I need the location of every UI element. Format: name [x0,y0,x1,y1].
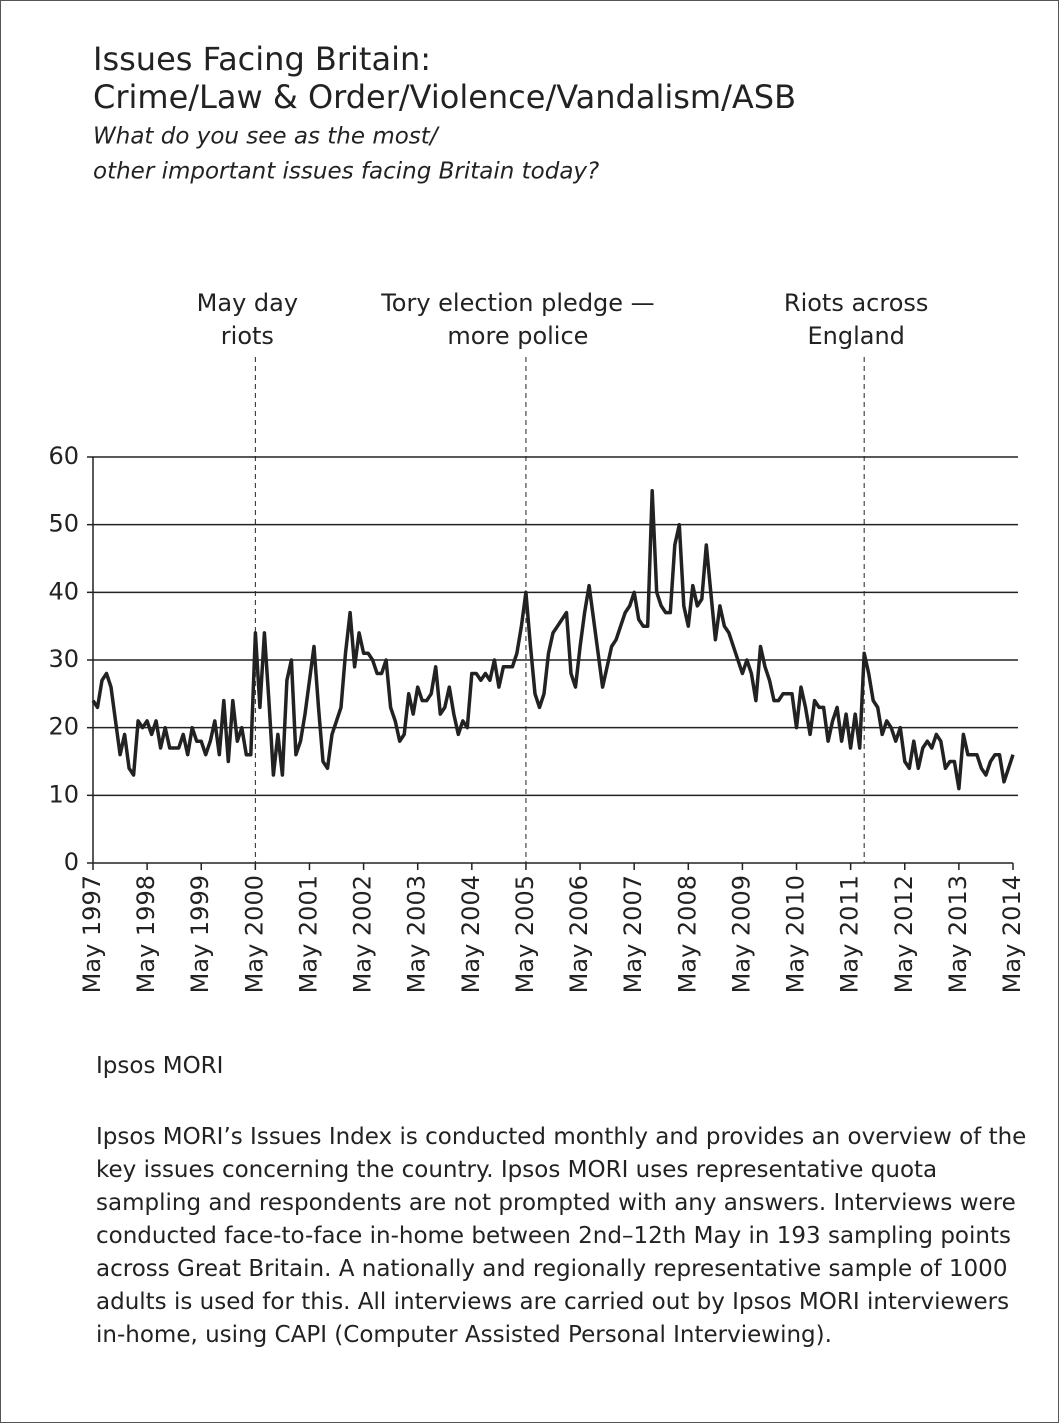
x-tick-label: May 2004 [457,875,485,993]
x-tick-label: May 2011 [836,875,864,993]
x-tick-label: May 2001 [294,875,322,993]
y-tick-label: 50 [48,510,79,538]
x-tick-label: May 2002 [349,875,377,993]
x-tick-label: May 2005 [511,875,539,993]
chart-title: Crime/Law & Order/Violence/Vandalism/ASB [93,78,796,116]
data-line [91,489,1015,791]
annotation-text: May day [197,289,298,317]
y-tick-label: 10 [48,780,79,808]
chart-subtitle: What do you see as the most/ [93,124,440,150]
annotation-text: more police [447,322,588,350]
annotation-text: Tory election pledge — [380,289,655,317]
annotation-text: riots [221,322,274,350]
x-tick-label: May 2014 [998,875,1026,993]
chart-title: Issues Facing Britain: [93,40,431,78]
y-tick-label: 0 [64,848,79,876]
annotation-text: England [807,322,904,350]
x-tick-label: May 1998 [132,875,160,993]
x-tick-label: May 2009 [727,875,755,993]
y-tick-label: 60 [48,442,79,470]
x-tick-label: May 2006 [565,875,593,993]
annotation-text: Riots across [784,289,929,317]
x-tick-label: May 2012 [890,875,918,993]
x-tick-label: May 2003 [403,875,431,993]
x-tick-label: May 1997 [78,875,106,993]
x-tick-label: May 1999 [186,875,214,993]
x-tick-label: May 2008 [673,875,701,993]
x-tick-label: May 2000 [240,875,268,993]
x-tick-label: May 2007 [619,875,647,993]
y-tick-label: 40 [48,577,79,605]
y-tick-label: 30 [48,645,79,673]
x-tick-label: May 2013 [944,875,972,993]
note: Ipsos MORI’s Issues Index is conducted m… [96,1124,1027,1348]
chart-subtitle: other important issues facing Britain to… [93,159,599,185]
source: Ipsos MORI [96,1053,224,1079]
x-tick-label: May 2010 [782,875,810,993]
chart: Issues Facing Britain: Crime/Law & Order… [48,40,1026,993]
y-tick-label: 20 [48,713,79,741]
